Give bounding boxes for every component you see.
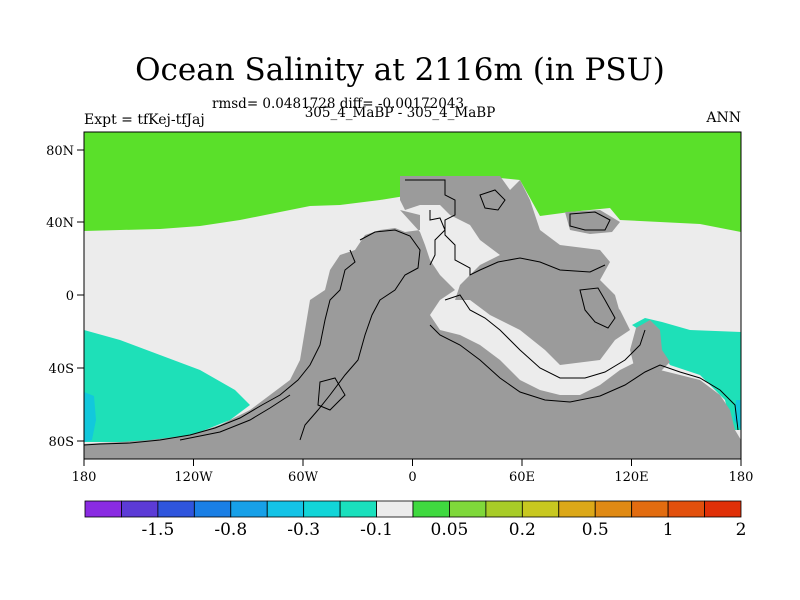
colorbar-label: -0.3 <box>287 520 320 540</box>
land-east-pacific-ridge <box>630 320 670 378</box>
south-west-deeper-low <box>84 392 96 442</box>
land-east-island <box>575 280 622 332</box>
x-tick-label: 0 <box>408 470 416 485</box>
colorbar-swatch <box>157 500 195 518</box>
x-tick-label: 180 <box>729 470 754 485</box>
north-small-patch <box>525 178 548 195</box>
colorbar-label: -1.5 <box>141 520 174 540</box>
y-tick-label: 0 <box>66 289 74 304</box>
colorbar-swatch <box>485 500 523 518</box>
x-tick-label: 60E <box>509 470 535 485</box>
colorbar-swatch <box>339 500 377 518</box>
colorbar-swatch <box>521 500 560 518</box>
axis-ticks <box>77 149 742 466</box>
colorbar-swatch <box>667 500 705 518</box>
map-title: Ocean Salinity at 2116m (in PSU) <box>135 52 665 88</box>
coastlines <box>83 179 739 446</box>
colorbar-swatch <box>121 500 159 518</box>
y-tick-label: 80S <box>49 435 74 450</box>
comparison-line: 305_4_MaBP - 305_4_MaBP <box>304 105 496 121</box>
colorbar-swatch <box>412 500 450 518</box>
colorbar-swatch <box>631 500 669 518</box>
stats-line: rmsd= 0.0481728 diff= -0.00172043 <box>212 96 465 112</box>
colorbar-label: 0.05 <box>431 520 469 540</box>
colorbar-swatch <box>376 500 414 518</box>
colorbar-label: 0.2 <box>509 520 536 540</box>
colorbar-labels: -1.5 -0.8 -0.3 -0.1 0.05 0.2 0.5 1 2 <box>141 520 746 540</box>
colorbar-swatch <box>594 500 633 518</box>
x-tick-label: 180 <box>72 470 97 485</box>
colorbar <box>84 500 742 518</box>
south-west-low-salinity-region <box>84 330 250 442</box>
y-tick-label: 40N <box>46 216 74 231</box>
colorbar-swatch <box>704 500 742 518</box>
colorbar-label: 1 <box>663 520 674 540</box>
y-tick-label: 80N <box>46 144 74 159</box>
x-tick-label: 120E <box>614 470 648 485</box>
colorbar-swatch <box>558 500 596 518</box>
experiment-label: Expt = tfKej-tfJaj <box>84 112 205 128</box>
y-tick-labels: 80N 40N 0 40S 80S <box>46 144 74 450</box>
colorbar-label: 0.5 <box>582 520 609 540</box>
colorbar-label: 2 <box>736 520 747 540</box>
x-tick-labels: 180 120W 60W 0 60E 120E 180 <box>72 470 754 485</box>
colorbar-swatch <box>230 500 268 518</box>
x-tick-label: 60W <box>288 470 319 485</box>
colorbar-swatch <box>84 500 122 518</box>
land-south-america-and-atlantic <box>84 210 741 459</box>
period-label: ANN <box>706 110 741 126</box>
colorbar-swatch <box>449 500 487 518</box>
map-panel <box>83 131 742 460</box>
y-tick-label: 40S <box>49 362 74 377</box>
colorbar-label: -0.8 <box>214 520 247 540</box>
land-americas-africa-eurasia <box>400 176 630 365</box>
colorbar-swatch <box>303 500 341 518</box>
colorbar-swatch <box>266 500 305 518</box>
colorbar-swatch <box>193 500 232 518</box>
x-tick-label: 120W <box>174 470 213 485</box>
colorbar-label: -0.1 <box>360 520 393 540</box>
